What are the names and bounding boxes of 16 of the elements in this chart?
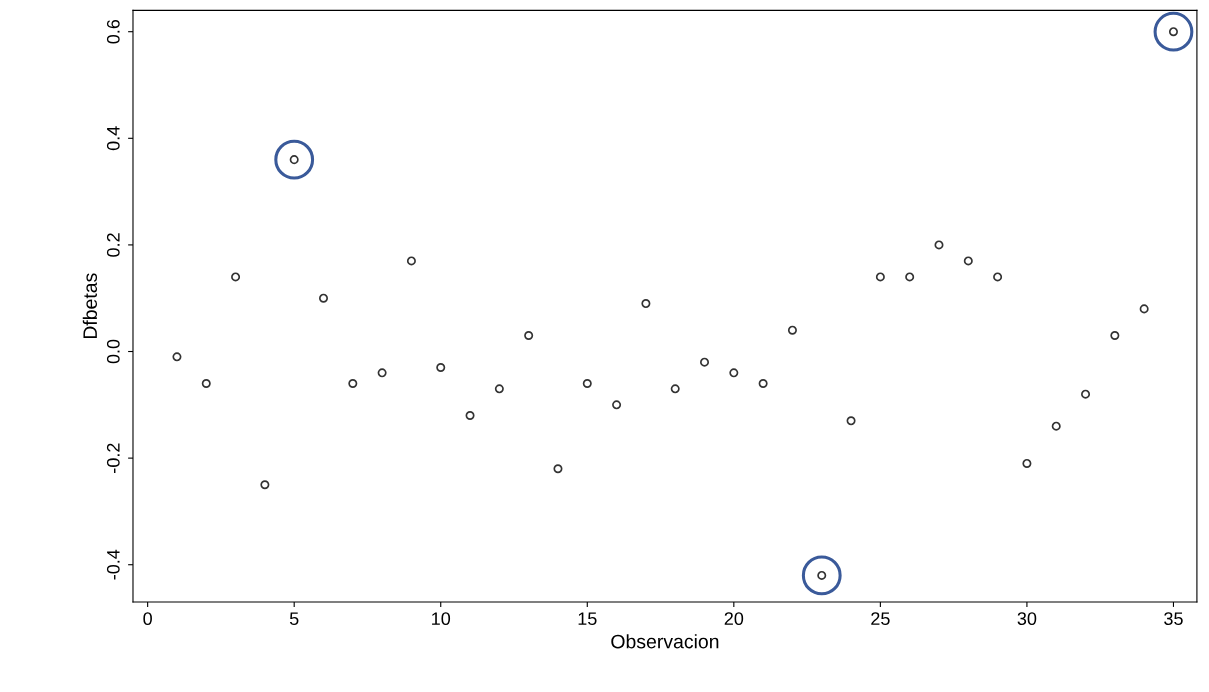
x-axis-title: Observacion: [611, 634, 719, 649]
x-tick-label: 10: [432, 612, 451, 626]
y-axis-title: Dfbetas: [82, 273, 98, 339]
y-tick-label: 0.2: [106, 233, 120, 257]
y-tick-label: -0.2: [106, 443, 120, 473]
y-tick-label: 0.6: [106, 19, 120, 44]
x-tick-label: 15: [578, 612, 597, 626]
x-tick-label: 5: [289, 612, 299, 626]
x-tick-label: 20: [724, 612, 744, 626]
y-tick-label: -0.4: [106, 549, 120, 580]
x-tick-label: 30: [1017, 612, 1037, 626]
y-tick-label: 0.0: [106, 339, 120, 364]
x-tick-label: 35: [1164, 612, 1183, 626]
y-tick-label: 0.4: [106, 126, 120, 151]
x-tick-label: 0: [143, 612, 152, 626]
x-tick-label: 25: [871, 612, 890, 626]
